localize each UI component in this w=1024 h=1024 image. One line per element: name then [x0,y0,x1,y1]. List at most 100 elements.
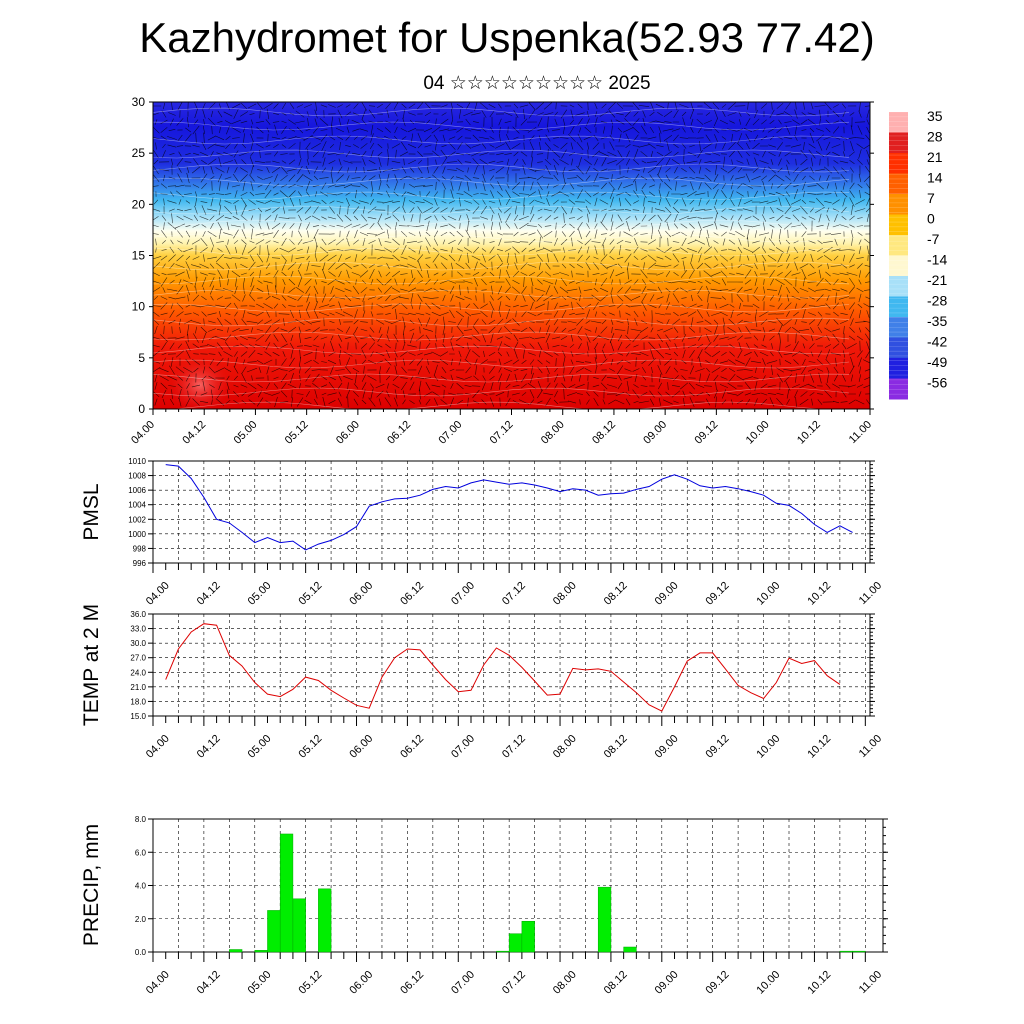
colorbar-swatch [889,194,908,215]
pmsl-x-tick-label: 11.00 [857,580,884,607]
heatmap-x-tick-label: 10.12 [795,419,823,447]
temp-x-tick-label: 08.00 [551,733,579,761]
precip-x-tick-label: 09.12 [704,969,732,997]
temp-x-tick-label: 10.12 [805,733,833,761]
precip-bar [318,888,332,953]
temp-x-tick-label: 10.00 [754,733,782,761]
precip-x-tick-label: 09.00 [653,969,681,997]
temp-x-tick-label: 04.12 [195,733,223,761]
colorbar-swatch [889,132,908,154]
temp-y-tick-label: 21.0 [130,683,146,692]
temp-y-tick-label: 27.0 [130,654,146,663]
temp-series-line [165,623,841,712]
pmsl-x-tick-label: 07.12 [500,580,528,608]
pmsl-x-tick-label: 09.00 [653,580,681,608]
colorbar-swatch [889,317,908,338]
pmsl-x-tick-label: 05.12 [297,580,325,608]
pmsl-frame [152,460,871,564]
heatmap-x-tick-label: 06.12 [385,419,413,447]
precip-axis-title: PRECIP, mm [80,824,103,946]
temp-x-tick-label: 09.00 [653,733,681,761]
colorbar-label: -49 [927,354,947,370]
pmsl-x-tick-label: 08.00 [551,580,579,608]
wind-vectors [153,102,870,408]
heatmap-x-tick-label: 09.00 [641,419,669,447]
heatmap-x-tick-label: 04.12 [180,419,208,447]
colorbar-swatch [889,337,908,359]
temp-y-tick-label: 30.0 [130,639,146,648]
temp-axis-title: TEMP at 2 M [80,604,103,726]
temp-y-tick-label: 18.0 [130,697,146,706]
colorbar-label: -35 [927,313,947,329]
heatmap-x-tick-label: 11.00 [847,419,874,446]
precip-bar [508,933,523,953]
precip-y-tick-label: 8.0 [135,815,147,824]
contour-lines [153,107,850,409]
precip-x-tick-label: 06.00 [347,969,375,997]
contour-paths [153,107,850,409]
colorbar-swatch [889,378,908,400]
pmsl-x-tick-label: 06.00 [347,580,375,608]
precip-bar [254,950,268,953]
temp-y-tick-label: 33.0 [130,625,146,634]
pmsl-x-tick-label: 08.12 [602,580,630,608]
heatmap-y-tick-label: 20 [132,197,146,211]
warm-anomaly [166,355,234,409]
heatmap-panel: 0 5 10 15 20 25 30 04.00 04.12 05.00 05.12 06.00 06.… [129,95,874,447]
precip-bar [521,920,535,953]
precip-x-tick-label: 04.12 [195,969,223,997]
precip-y-tick-label: 0.0 [135,948,147,957]
heatmap-x-tick-label: 08.12 [590,419,618,447]
colorbar-label: 28 [927,129,943,145]
temp-x-tick-label: 05.12 [297,733,325,761]
colorbar-label: 14 [927,170,943,186]
page-subtitle: 04 ☆☆☆☆☆☆☆☆☆ 2025 [423,73,651,94]
precip-x-tick-label: 05.12 [297,969,325,997]
pmsl-y-tick-label: 1004 [128,501,146,510]
precip-x-tick-label: 07.12 [500,969,528,997]
pmsl-series-line [165,464,853,551]
colorbar-label: -28 [927,293,947,309]
temp-x-tick-label: 05.00 [246,733,274,761]
colorbar-label: -7 [927,231,940,247]
colorbar-swatch [889,214,908,236]
precip-bar [839,950,853,953]
precip-bar [292,898,306,953]
precip-x-tick-label: 06.12 [398,969,426,997]
colorbar-swatch [889,358,908,379]
pmsl-x-tick-label: 04.12 [195,580,223,608]
heatmap-x-tick-label: 04.00 [129,419,157,447]
precip-x-tick-label: 08.12 [602,969,630,997]
precip-bar [279,833,294,953]
colorbar-swatch [889,112,908,133]
precip-x-tick-label: 07.00 [449,969,477,997]
pmsl-panel: 996 998 1000 1002 1004 1006 1008 1010 04.00 04.12… [80,457,884,608]
page-title: Kazhydromet for Uspenka(52.93 77.42) [139,14,875,61]
pmsl-y-tick-label: 1006 [128,486,146,495]
precip-bar [229,949,243,953]
temp-x-tick-label: 09.12 [704,733,732,761]
temp-y-tick-label: 15.0 [130,712,146,721]
precip-x-tick-label: 10.12 [805,969,833,997]
precip-y-tick-label: 6.0 [135,848,147,857]
precip-y-tick-label: 2.0 [135,915,147,924]
pmsl-y-tick-label: 1008 [128,472,146,481]
temp-x-tick-label: 07.00 [449,733,477,761]
colorbar: 35 28 21 14 7 0 -7 -14 -21 -28 -35 -42 -49 -56 [889,108,947,400]
heatmap-x-tick-label: 05.00 [232,419,260,447]
pmsl-x-tick-label: 06.12 [398,580,426,608]
colorbar-label: -14 [927,252,947,268]
heatmap-x-tick-label: 09.12 [693,419,721,447]
temp-x-tick-label: 11.00 [857,733,884,760]
temp-x-tick-label: 06.00 [347,733,375,761]
pmsl-y-tick-label: 996 [133,559,147,568]
pmsl-y-tick-label: 1002 [128,515,146,524]
temp-frame [152,613,871,717]
heatmap-y-tick-label: 25 [132,146,146,160]
temp-y-tick-label: 24.0 [130,668,146,677]
precip-bar [623,946,637,953]
precip-x-tick-label: 05.00 [246,969,274,997]
colorbar-swatch [889,235,908,256]
colorbar-label: -56 [927,375,947,391]
